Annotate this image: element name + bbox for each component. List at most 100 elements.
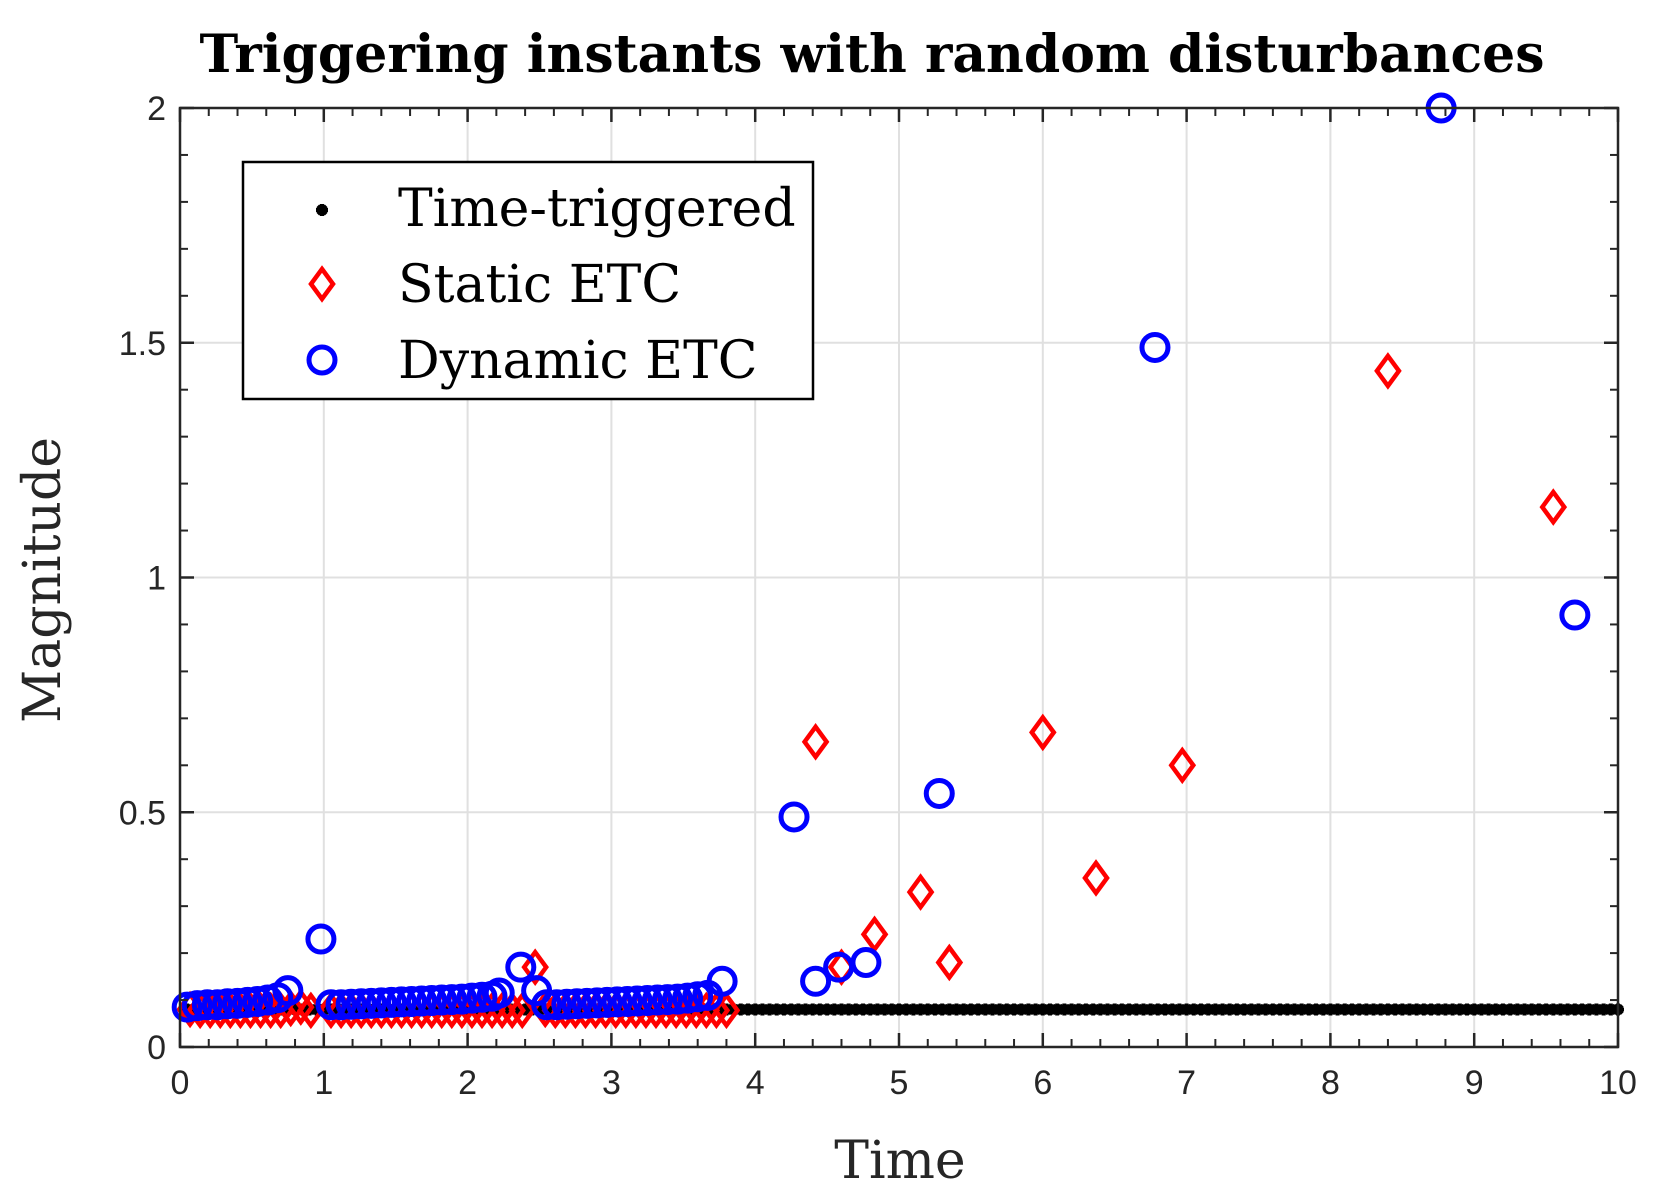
y-tick-label: 0.5 <box>119 794 166 832</box>
time-triggered-point <box>907 1003 920 1016</box>
time-triggered-point <box>756 1003 769 1016</box>
time-triggered-point <box>878 1003 891 1016</box>
plot-area <box>171 92 1624 1030</box>
time-triggered-point <box>1540 1003 1553 1016</box>
time-triggered-point <box>1468 1003 1481 1016</box>
time-triggered-point <box>1238 1003 1251 1016</box>
x-tick-label: 2 <box>458 1064 477 1102</box>
time-triggered-point <box>1230 1003 1243 1016</box>
time-triggered-point <box>734 1003 747 1016</box>
dynamic-etc-point <box>222 987 254 1019</box>
x-tick-label: 10 <box>1599 1064 1637 1102</box>
dynamic-etc-point <box>601 986 633 1018</box>
time-triggered-point <box>1410 1003 1423 1016</box>
dynamic-etc-point <box>355 987 387 1019</box>
dynamic-etc-point <box>305 923 337 955</box>
dynamic-etc-point <box>232 986 264 1018</box>
time-triggered-point <box>1331 1003 1344 1016</box>
dynamic-etc-point <box>466 981 498 1013</box>
legend-box <box>241 160 815 401</box>
time-triggered-point <box>842 1003 855 1016</box>
static-etc-point <box>1539 488 1568 526</box>
time-triggered-point <box>289 1003 302 1016</box>
time-triggered-point <box>1266 1003 1279 1016</box>
time-triggered-point <box>1036 1003 1049 1016</box>
dynamic-etc-point <box>345 988 377 1020</box>
time-triggered-point <box>411 1003 424 1016</box>
time-triggered-point <box>727 1003 740 1016</box>
time-triggered-point <box>1151 1003 1164 1016</box>
time-triggered-point <box>1223 1003 1236 1016</box>
dynamic-etc-point <box>1139 331 1171 363</box>
static-etc-point <box>1029 713 1057 752</box>
time-triggered-point <box>1425 1003 1438 1016</box>
legend-marker-static <box>308 265 336 303</box>
static-etc-point <box>906 873 935 911</box>
time-triggered-point <box>972 1003 985 1016</box>
x-tick-label: 1 <box>314 1064 333 1102</box>
legend-label: Static ETC <box>398 255 681 315</box>
time-triggered-point <box>1353 1003 1366 1016</box>
static-etc-point <box>508 991 537 1030</box>
dynamic-etc-point <box>315 989 347 1021</box>
dynamic-etc-point <box>505 951 537 983</box>
dynamic-etc-point <box>800 965 832 997</box>
time-triggered-point <box>828 1003 841 1016</box>
y-tick-label: 1 <box>147 560 166 598</box>
time-triggered-point <box>799 1003 812 1016</box>
time-triggered-point <box>1194 1003 1207 1016</box>
time-triggered-point <box>893 1003 905 1016</box>
time-triggered-point <box>1065 1003 1078 1016</box>
time-triggered-point <box>1396 1003 1409 1016</box>
time-triggered-point <box>914 1003 927 1016</box>
time-triggered-point <box>1051 1003 1064 1016</box>
time-triggered-point <box>1482 1003 1495 1016</box>
dynamic-etc-point <box>631 985 663 1017</box>
dynamic-etc-point <box>181 990 213 1022</box>
legend: Time-triggered Static ETC Dynamic ETC <box>241 160 815 401</box>
time-triggered-point <box>864 1003 877 1016</box>
time-triggered-point <box>1590 1003 1603 1016</box>
time-triggered-point <box>1281 1003 1294 1016</box>
dynamic-etc-point <box>541 989 573 1021</box>
time-triggered-point <box>1547 1003 1560 1016</box>
dynamic-etc-point <box>483 977 515 1009</box>
time-triggered-point <box>1173 1003 1186 1016</box>
time-triggered-point <box>1317 1003 1330 1016</box>
static-etc-point <box>1168 746 1197 785</box>
time-triggered-point <box>1079 1003 1092 1016</box>
time-triggered-point <box>1338 1003 1351 1016</box>
time-triggered-point <box>1302 1003 1315 1016</box>
time-triggered-point <box>957 1003 970 1016</box>
dynamic-etc-point <box>706 965 738 997</box>
time-triggered-point <box>1525 1003 1538 1016</box>
time-triggered-point <box>813 1003 826 1016</box>
time-triggered-point <box>1043 1003 1056 1016</box>
time-triggered-point <box>1000 1003 1013 1016</box>
time-triggered-point <box>1504 1003 1517 1016</box>
time-triggered-point <box>1583 1003 1596 1016</box>
time-triggered-point <box>533 1003 546 1016</box>
time-triggered-point <box>1597 1003 1610 1016</box>
time-triggered-point <box>1518 1003 1531 1016</box>
time-triggered-point <box>1403 1003 1416 1016</box>
time-triggered-point <box>1022 1003 1035 1016</box>
legend-entry-time-triggered: Time-triggered <box>316 179 796 239</box>
dynamic-etc-point <box>335 988 367 1020</box>
time-triggered-point <box>1381 1003 1394 1016</box>
time-triggered-point <box>1568 1003 1581 1016</box>
time-triggered-point <box>986 1003 999 1016</box>
time-triggered-point <box>1130 1003 1143 1016</box>
time-triggered-point <box>871 1003 884 1016</box>
legend-entry-dynamic-etc: Dynamic ETC <box>306 331 758 391</box>
dynamic-etc-point <box>325 989 357 1021</box>
time-triggered-point <box>1115 1003 1128 1016</box>
time-triggered-point <box>1108 1003 1121 1016</box>
dynamic-etc-point <box>531 989 563 1021</box>
time-triggered-point <box>1072 1003 1085 1016</box>
time-triggered-point <box>316 204 328 216</box>
time-triggered-point <box>1532 1003 1545 1016</box>
dynamic-etc-point <box>365 987 397 1019</box>
dynamic-etc-point <box>1559 599 1591 631</box>
